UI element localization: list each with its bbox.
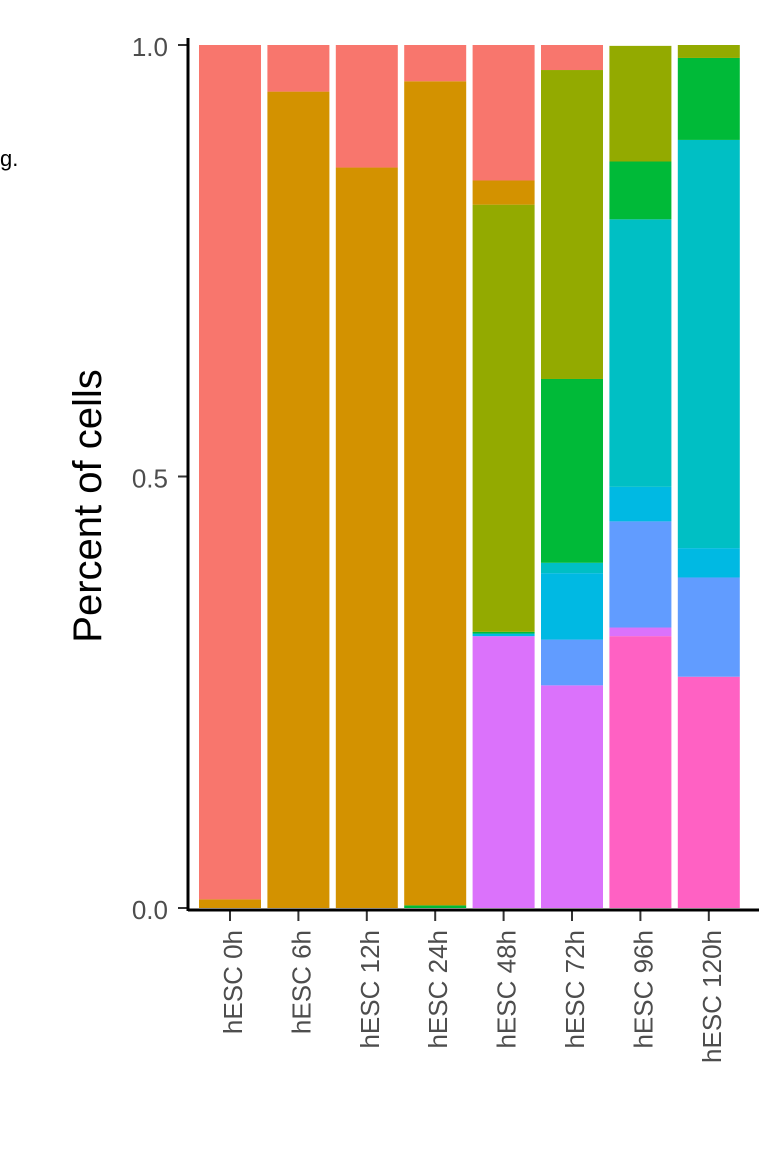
- bar-segment-7-4: [609, 486, 672, 522]
- bar-segment-5-8: [472, 180, 535, 205]
- stray-caption-text: g.: [0, 146, 18, 171]
- bar-segment-7-7: [609, 45, 672, 162]
- bar-segment-7-5: [609, 219, 672, 487]
- bar-segment-8-3: [677, 577, 740, 677]
- bar-segment-6-2: [541, 685, 603, 908]
- y-axis-ticks: 0.0 0.5 1.0: [132, 32, 188, 925]
- bar-segment-8-7: [677, 45, 740, 58]
- x-tick-label-1: hESC 0h: [218, 930, 248, 1034]
- bar-segment-7-3: [609, 521, 672, 628]
- x-axis-ticks: hESC 0h hESC 6h hESC 12h hESC 24h hESC 48h hE…: [218, 911, 727, 1063]
- bar-segment-6-6: [541, 378, 603, 563]
- bar-segment-5-6: [472, 631, 535, 634]
- bar-segment-4-8: [404, 81, 467, 906]
- bar-segment-5-9: [472, 45, 535, 181]
- bar-segment-1-9: [199, 45, 261, 900]
- bar-segment-6-9: [541, 45, 603, 71]
- x-tick-label-2: hESC 6h: [286, 930, 316, 1034]
- y-axis-label: Percent of cells: [66, 369, 110, 642]
- bar-segment-4-9: [404, 45, 467, 82]
- x-tick-label-5: hESC 48h: [492, 930, 522, 1049]
- bar-segment-5-7: [472, 204, 535, 632]
- bar-segment-5-4: [472, 633, 535, 637]
- bar-segment-8-4: [677, 548, 740, 578]
- bar-segment-8-5: [677, 139, 740, 549]
- y-tick-label-1: 0.0: [132, 895, 168, 925]
- bar-segment-7-6: [609, 161, 672, 220]
- bar-segment-6-4: [541, 573, 603, 640]
- x-tick-label-8: hESC 120h: [697, 930, 727, 1063]
- bar-segment-7-1: [609, 636, 672, 908]
- x-tick-label-4: hESC 24h: [423, 930, 453, 1049]
- x-tick-label-6: hESC 72h: [560, 930, 590, 1049]
- y-tick-label-2: 0.5: [132, 464, 168, 494]
- bars-group: [199, 45, 740, 909]
- y-tick-label-3: 1.0: [132, 32, 168, 62]
- bar-segment-6-7: [541, 70, 603, 379]
- bar-segment-3-8: [335, 167, 398, 908]
- bar-segment-3-9: [335, 45, 398, 168]
- bar-segment-2-9: [267, 45, 330, 92]
- bar-segment-4-6: [404, 905, 467, 908]
- bar-segment-1-8: [199, 899, 261, 908]
- bar-segment-8-1: [677, 676, 740, 908]
- bar-segment-7-2: [609, 627, 672, 637]
- bar-segment-6-5: [541, 562, 603, 574]
- bar-segment-6-3: [541, 639, 603, 686]
- x-tick-label-3: hESC 12h: [355, 930, 385, 1049]
- x-tick-label-7: hESC 96h: [628, 930, 658, 1049]
- bar-segment-8-6: [677, 57, 740, 140]
- bar-segment-2-8: [267, 91, 330, 909]
- bar-segment-5-2: [472, 636, 535, 908]
